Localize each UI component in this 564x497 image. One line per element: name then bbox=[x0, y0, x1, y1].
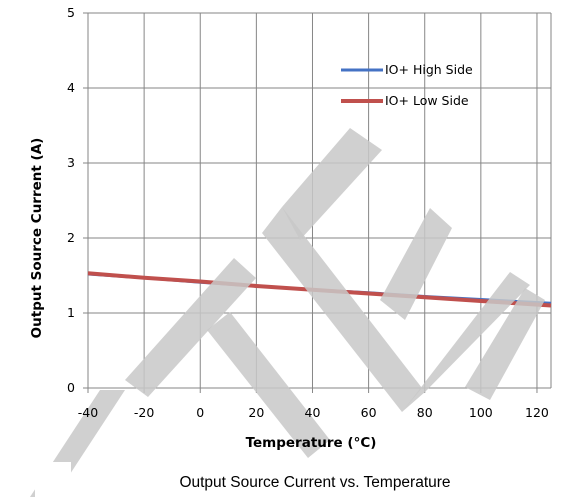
legend-label-low-side: IO+ Low Side bbox=[385, 93, 469, 108]
y-tick-label: 2 bbox=[67, 230, 75, 245]
x-tick-label: 60 bbox=[361, 405, 377, 420]
watermark-bar bbox=[465, 288, 545, 400]
watermark-bar bbox=[380, 208, 452, 320]
x-tick-label: -20 bbox=[134, 405, 154, 420]
watermark-bar bbox=[125, 258, 256, 397]
x-tick-label: 100 bbox=[469, 405, 493, 420]
watermark-bar bbox=[207, 312, 330, 458]
x-tick-label: 0 bbox=[196, 405, 204, 420]
watermark-bar bbox=[402, 272, 530, 412]
y-tick-label: 0 bbox=[67, 380, 75, 395]
x-tick-label: 120 bbox=[525, 405, 549, 420]
watermark-bar bbox=[262, 207, 422, 412]
x-tick-label: 40 bbox=[305, 405, 321, 420]
watermark-mask bbox=[35, 462, 71, 497]
y-tick-label: 3 bbox=[67, 155, 75, 170]
watermark-bar bbox=[282, 128, 382, 240]
chart-caption: Output Source Current vs. Temperature bbox=[179, 474, 450, 491]
legend-label-high-side: IO+ High Side bbox=[385, 62, 473, 77]
y-axis-title: Output Source Current (A) bbox=[29, 138, 45, 339]
x-axis-title: Temperature (°C) bbox=[246, 435, 377, 451]
x-tick-label: -40 bbox=[78, 405, 98, 420]
y-tick-label: 4 bbox=[67, 80, 75, 95]
x-tick-label: 80 bbox=[417, 405, 433, 420]
y-tick-label: 5 bbox=[67, 5, 75, 20]
y-tick-label: 1 bbox=[67, 305, 75, 320]
watermark bbox=[30, 128, 545, 497]
tick-labels: 0 1 2 3 4 5 -40 -20 0 20 40 60 80 100 120 bbox=[67, 5, 549, 420]
x-tick-label: 20 bbox=[248, 405, 264, 420]
legend: IO+ High Side IO+ Low Side bbox=[341, 62, 473, 108]
